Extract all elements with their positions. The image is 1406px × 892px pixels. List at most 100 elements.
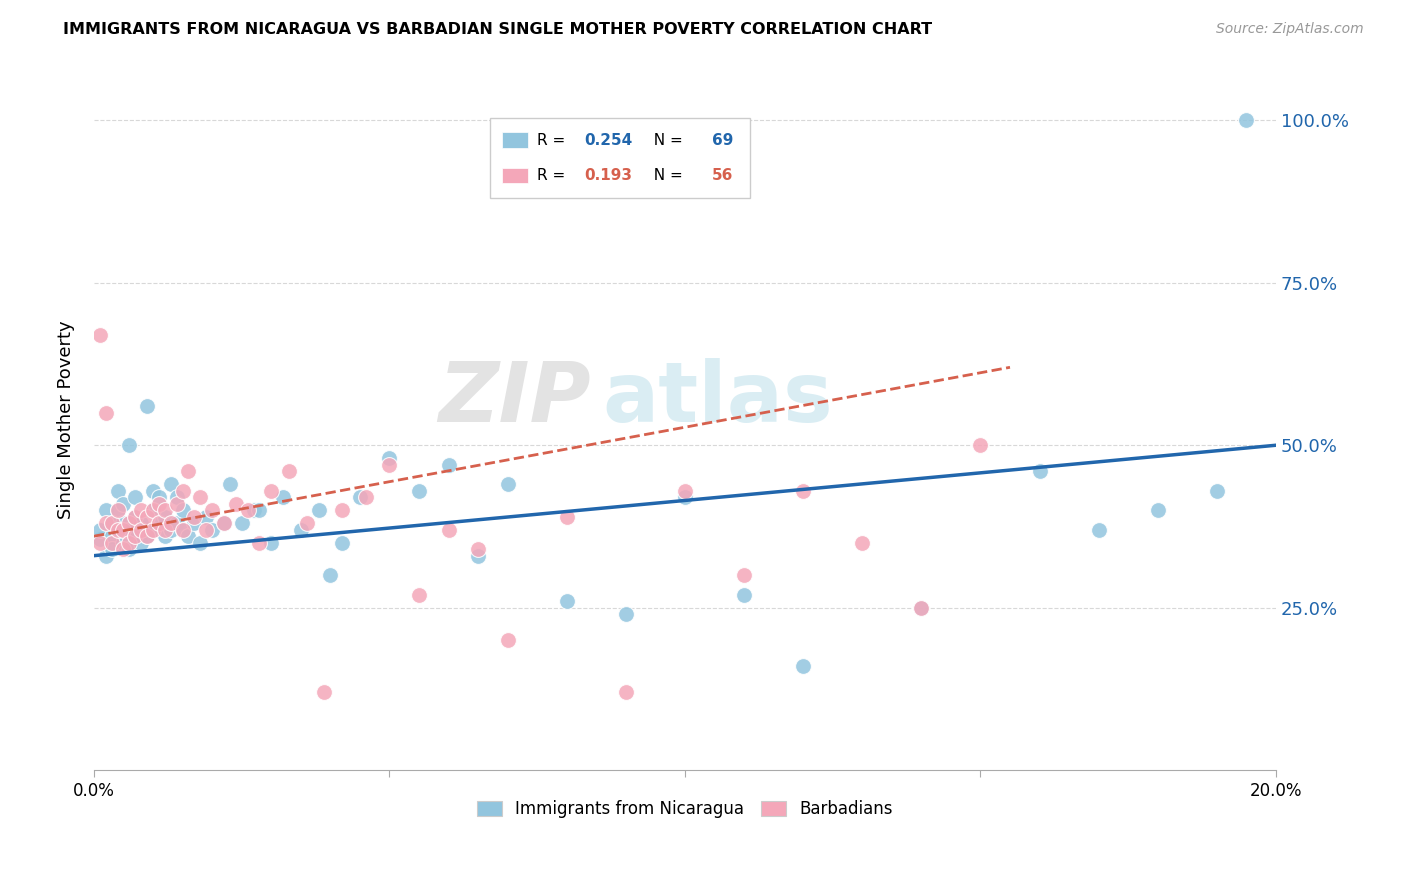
Point: [159, 516, 181, 531]
Point: [1087, 523, 1109, 537]
Point: [555, 509, 578, 524]
Point: [107, 523, 129, 537]
Point: [166, 497, 188, 511]
Point: [236, 503, 259, 517]
Point: [378, 451, 401, 466]
Legend: Immigrants from Nicaragua, Barbadians: Immigrants from Nicaragua, Barbadians: [471, 794, 900, 825]
Point: [249, 503, 271, 517]
Point: [159, 523, 181, 537]
Point: [177, 464, 200, 478]
Point: [212, 516, 235, 531]
Point: [124, 529, 146, 543]
Point: [231, 516, 253, 531]
Point: [195, 523, 218, 537]
Point: [1205, 483, 1227, 498]
Point: [129, 503, 152, 517]
Text: R =: R =: [537, 133, 571, 148]
Point: [100, 542, 122, 557]
Point: [148, 516, 170, 531]
Point: [290, 523, 312, 537]
Point: [354, 490, 377, 504]
Point: [188, 535, 211, 549]
Point: [188, 490, 211, 504]
Point: [153, 509, 176, 524]
Y-axis label: Single Mother Poverty: Single Mother Poverty: [58, 320, 75, 518]
Point: [496, 633, 519, 648]
Point: [148, 516, 170, 531]
Point: [124, 509, 146, 524]
Point: [142, 503, 165, 517]
Text: ZIP: ZIP: [437, 358, 591, 439]
Point: [378, 458, 401, 472]
Point: [614, 607, 637, 621]
Point: [112, 523, 135, 537]
Text: R =: R =: [537, 169, 571, 183]
Point: [467, 542, 489, 557]
Point: [260, 483, 283, 498]
Point: [166, 516, 188, 531]
Point: [733, 568, 755, 582]
Point: [195, 509, 218, 524]
Point: [129, 535, 152, 549]
Text: Source: ZipAtlas.com: Source: ZipAtlas.com: [1216, 22, 1364, 37]
Point: [129, 516, 152, 531]
Point: [153, 529, 176, 543]
Point: [408, 588, 430, 602]
Point: [136, 529, 159, 543]
Point: [278, 464, 301, 478]
Point: [330, 535, 353, 549]
Point: [136, 509, 159, 524]
Point: [142, 503, 165, 517]
Point: [142, 523, 165, 537]
Point: [172, 523, 194, 537]
Point: [225, 497, 247, 511]
Point: [555, 594, 578, 608]
Point: [89, 523, 111, 537]
Point: [183, 509, 205, 524]
Point: [260, 535, 283, 549]
Text: 56: 56: [711, 169, 734, 183]
Point: [118, 542, 141, 557]
Point: [969, 438, 991, 452]
Point: [89, 535, 111, 549]
Point: [792, 659, 814, 673]
Point: [124, 490, 146, 504]
FancyBboxPatch shape: [502, 168, 527, 184]
FancyBboxPatch shape: [489, 118, 749, 198]
Point: [94, 406, 117, 420]
Point: [249, 535, 271, 549]
Point: [614, 685, 637, 699]
Point: [349, 490, 371, 504]
Point: [142, 483, 165, 498]
Point: [910, 600, 932, 615]
Point: [153, 523, 176, 537]
Point: [212, 516, 235, 531]
Point: [496, 477, 519, 491]
Point: [166, 490, 188, 504]
Point: [112, 535, 135, 549]
Point: [172, 503, 194, 517]
Point: [118, 535, 141, 549]
Point: [159, 477, 181, 491]
Point: [129, 523, 152, 537]
Point: [124, 529, 146, 543]
Point: [107, 483, 129, 498]
Point: [201, 503, 224, 517]
Point: [148, 490, 170, 504]
Point: [467, 549, 489, 563]
Point: [242, 503, 264, 517]
Point: [124, 509, 146, 524]
Point: [112, 497, 135, 511]
Point: [319, 568, 342, 582]
Point: [910, 600, 932, 615]
Point: [89, 327, 111, 342]
Point: [295, 516, 318, 531]
Text: 0.193: 0.193: [585, 169, 633, 183]
Point: [314, 685, 336, 699]
Text: atlas: atlas: [602, 358, 832, 439]
Point: [100, 535, 122, 549]
Point: [1234, 113, 1257, 128]
Point: [437, 458, 460, 472]
Point: [271, 490, 294, 504]
Point: [100, 516, 122, 531]
